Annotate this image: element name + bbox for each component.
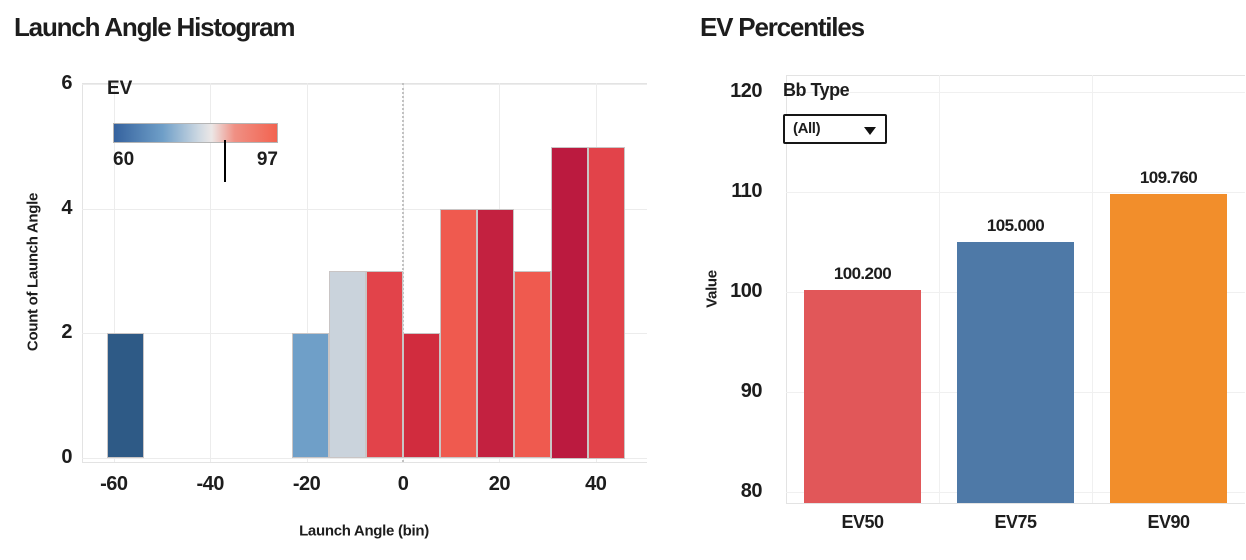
bar-value-label: 100.200 <box>833 264 892 283</box>
y-tick-label: 2 <box>61 321 72 343</box>
ev-legend-min-label: 60 <box>113 149 135 170</box>
x-category-label: EV90 <box>1147 512 1190 532</box>
histogram-bar[interactable] <box>403 333 440 458</box>
x-tick-label: 40 <box>585 473 607 495</box>
ev-gradient-marker[interactable] <box>224 140 226 182</box>
plot-border <box>82 83 647 84</box>
right-y-axis-label: Value <box>703 270 721 308</box>
bar-value-label: 109.760 <box>1139 168 1198 187</box>
histogram-bar[interactable] <box>588 147 625 459</box>
bb-type-dropdown-value: (All) <box>793 120 821 137</box>
h-gridline <box>82 84 647 85</box>
v-gridline <box>939 75 940 503</box>
plot-border <box>786 503 1245 504</box>
bar-value-label: 105.000 <box>986 216 1045 235</box>
v-gridline <box>114 83 115 462</box>
h-gridline <box>82 209 647 210</box>
x-tick-label: 0 <box>397 473 409 495</box>
bb-type-dropdown[interactable]: (All) <box>783 114 887 144</box>
y-tick-label: 110 <box>731 180 762 202</box>
x-tick-label: -60 <box>100 473 128 495</box>
y-tick-label: 4 <box>61 197 72 219</box>
plot-border <box>786 75 1245 76</box>
plot-border <box>82 83 83 462</box>
v-gridline <box>1092 75 1093 503</box>
y-tick-label: 80 <box>740 480 763 502</box>
x-category-label: EV75 <box>994 512 1037 532</box>
ev-gradient-bar[interactable] <box>113 123 278 143</box>
ev-legend-title: EV <box>107 78 133 99</box>
histogram-bar[interactable] <box>514 271 551 458</box>
histogram-bar[interactable] <box>551 147 588 459</box>
v-gridline <box>210 83 211 462</box>
h-gridline <box>786 192 1245 193</box>
value-bar[interactable] <box>1110 194 1227 503</box>
y-tick-label: 6 <box>61 72 72 94</box>
x-tick-label: 20 <box>488 473 511 495</box>
left-chart-title: Launch Angle Histogram <box>14 12 296 42</box>
histogram-bar[interactable] <box>107 333 144 458</box>
plot-border <box>82 462 647 463</box>
value-bar[interactable] <box>957 242 1074 503</box>
histogram-bar[interactable] <box>292 333 329 458</box>
right-chart-title: EV Percentiles <box>700 12 865 42</box>
h-gridline <box>786 92 1245 93</box>
v-gridline <box>307 83 308 462</box>
y-tick-label: 0 <box>61 446 72 468</box>
zero-reference-line <box>402 83 404 462</box>
h-gridline <box>82 458 647 459</box>
x-tick-label: -40 <box>196 473 224 495</box>
histogram-bar[interactable] <box>329 271 366 458</box>
dropdown-arrow-icon <box>864 127 876 135</box>
x-tick-label: -20 <box>292 473 321 495</box>
y-tick-label: 90 <box>740 380 763 402</box>
ev-legend-max-label: 97 <box>256 149 278 170</box>
histogram-bar[interactable] <box>477 209 514 458</box>
histogram-bar[interactable] <box>440 209 477 458</box>
value-bar[interactable] <box>804 290 921 503</box>
left-x-axis-label: Launch Angle (bin) <box>299 522 429 540</box>
y-tick-label: 120 <box>730 80 762 102</box>
bb-type-filter-label: Bb Type <box>783 80 850 100</box>
x-category-label: EV50 <box>841 512 884 532</box>
y-tick-label: 100 <box>730 280 762 302</box>
histogram-bar[interactable] <box>366 271 403 458</box>
plot-border <box>786 75 787 503</box>
